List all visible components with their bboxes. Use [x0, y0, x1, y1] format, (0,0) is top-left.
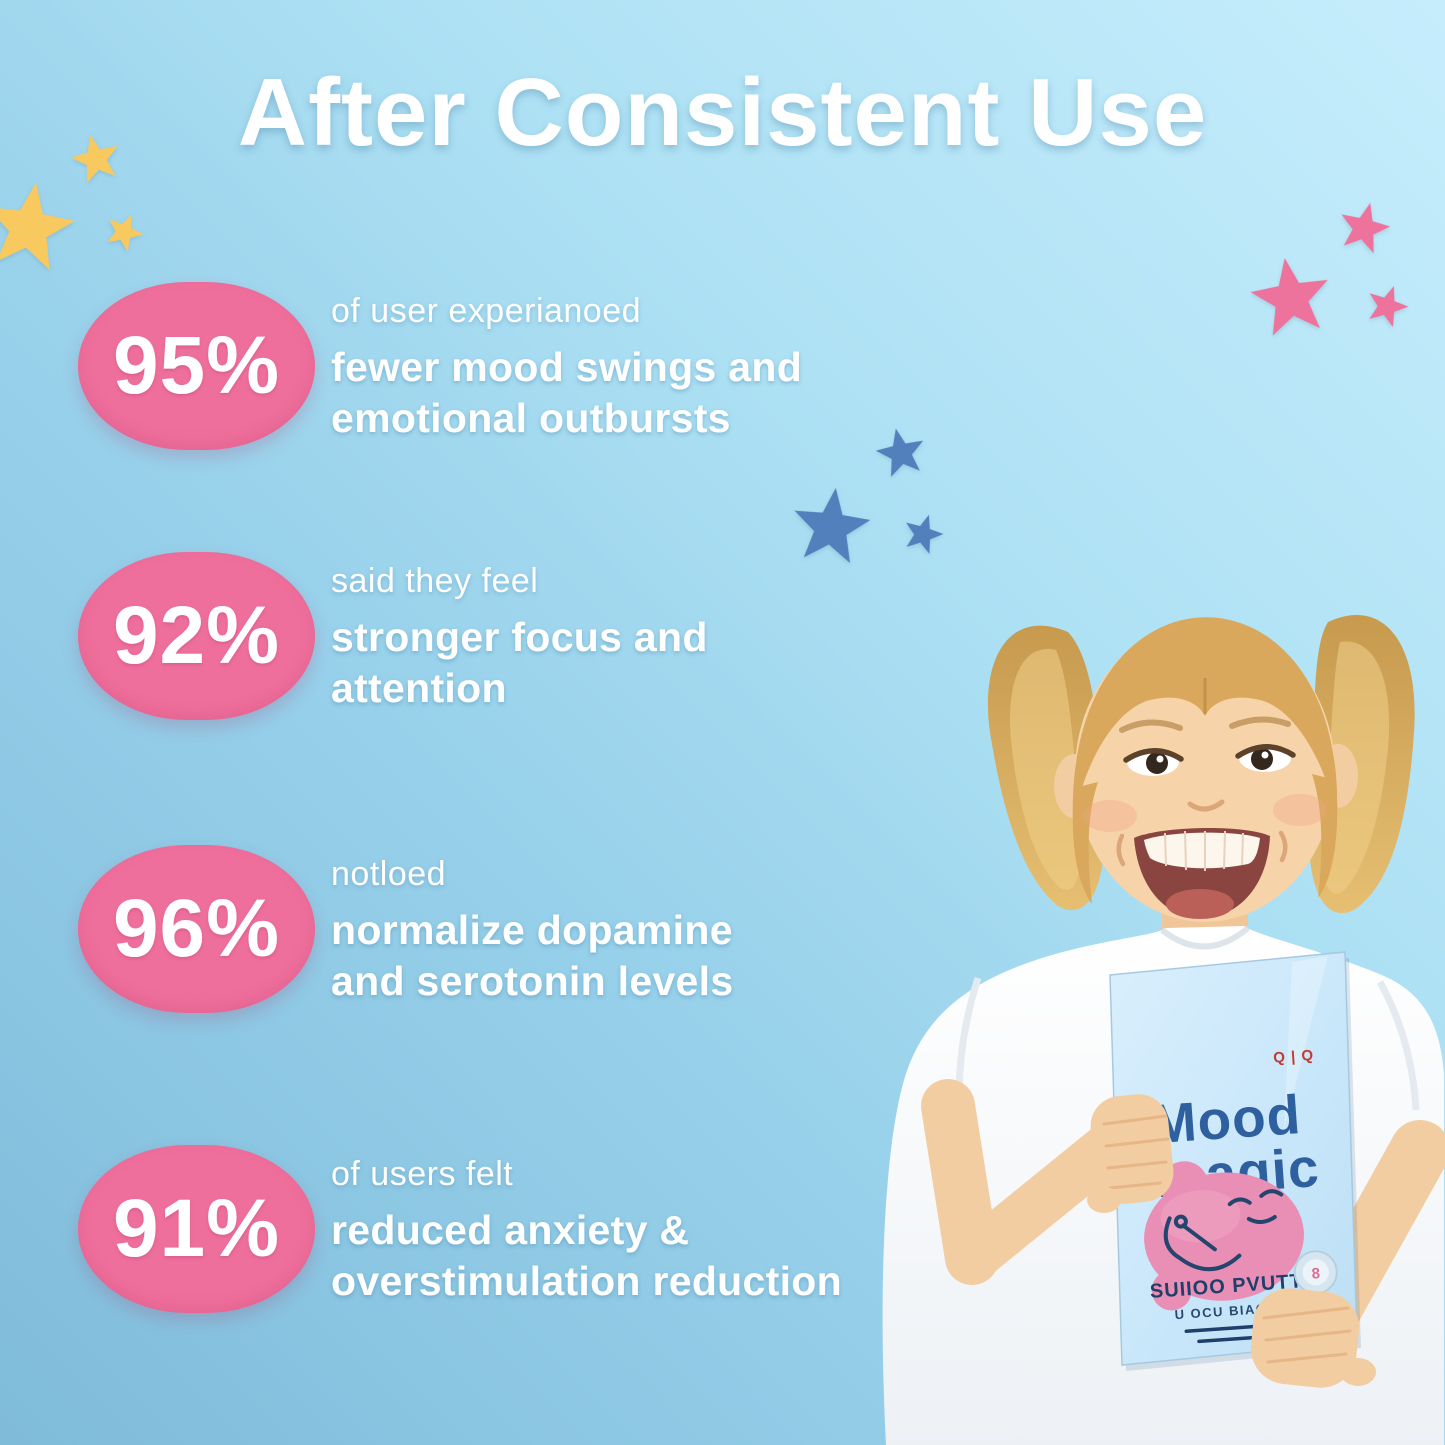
stat-intro: notloed [331, 855, 447, 893]
stat-line: overstimulation reduction [331, 1258, 842, 1304]
stat-line: attention [331, 665, 507, 711]
stat-text: notloed normalize dopamine and serotonin… [331, 845, 733, 1007]
hand-right [1250, 1288, 1376, 1388]
star-icon [1357, 277, 1417, 334]
stat-row: 91% of users felt reduced anxiety & over… [78, 1145, 842, 1313]
stat-text: of users felt reduced anxiety & overstim… [331, 1145, 842, 1307]
stat-badge: 92% [78, 552, 315, 720]
eye-right [1235, 744, 1296, 772]
star-icon [97, 205, 152, 259]
stat-value: 95% [112, 320, 281, 411]
girl-photo: Q | Q Mood magic [882, 614, 1445, 1445]
stat-line: emotional outbursts [331, 395, 731, 441]
stat-badge: 91% [78, 1145, 315, 1313]
star-icon [1330, 195, 1397, 261]
star-icon [0, 173, 85, 282]
nose [1187, 799, 1225, 812]
stat-row: 92% said they feel stronger focus and at… [78, 552, 708, 720]
package-badge: 8 [1293, 1250, 1338, 1295]
star-icon [895, 507, 951, 561]
stat-line: reduced anxiety & [331, 1207, 690, 1253]
package-title-line1: Mood [1149, 1083, 1304, 1155]
stat-line: stronger focus and [331, 614, 708, 660]
stat-intro: of users felt [331, 1155, 514, 1193]
blob-character-icon [1144, 1161, 1304, 1311]
stat-text: of user experianoed fewer mood swings an… [331, 282, 802, 444]
stat-badge: 95% [78, 282, 315, 450]
package-corner-marks: Q | Q [1273, 1047, 1315, 1067]
stat-line: and serotonin levels [331, 958, 734, 1004]
stat-line: normalize dopamine [331, 907, 733, 953]
stat-value: 92% [112, 590, 281, 681]
stat-line: fewer mood swings and [331, 344, 803, 390]
face [1072, 617, 1338, 922]
hand-left [1087, 1094, 1174, 1213]
star-icon [781, 481, 880, 573]
arm-left [921, 1079, 1130, 1285]
hair [1072, 617, 1338, 822]
stat-value: 91% [112, 1183, 281, 1274]
product-package: Q | Q Mood magic [1109, 951, 1361, 1371]
star-icon [868, 422, 934, 485]
stat-value: 96% [112, 883, 281, 974]
package-badge-number: 8 [1311, 1265, 1321, 1283]
stat-row: 96% notloed normalize dopamine and serot… [78, 845, 733, 1013]
eye-left [1123, 748, 1184, 776]
stat-row: 95% of user experianoed fewer mood swing… [78, 282, 802, 450]
page-title: After Consistent Use [237, 59, 1208, 166]
stat-text: said they feel stronger focus and attent… [331, 552, 708, 714]
stat-badge: 96% [78, 845, 315, 1013]
stat-intro: said they feel [331, 562, 539, 600]
mouth [1116, 827, 1288, 919]
stat-intro: of user experianoed [331, 292, 642, 330]
star-icon [1240, 249, 1342, 346]
